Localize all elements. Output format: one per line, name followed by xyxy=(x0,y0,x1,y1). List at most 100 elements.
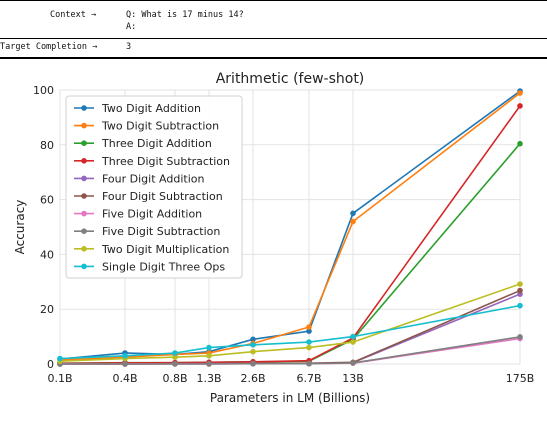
table-top-rule xyxy=(0,0,547,1)
legend-swatch-marker xyxy=(81,228,87,234)
series-single-digit-three-ops xyxy=(57,302,523,362)
y-tick-label: 40 xyxy=(40,248,54,261)
series-line xyxy=(60,336,521,365)
legend-swatch-marker xyxy=(81,210,87,217)
y-axis-label: Accuracy xyxy=(13,200,27,255)
y-tick-label: 0 xyxy=(47,358,54,371)
data-point xyxy=(517,90,523,96)
legend-label: Four Digit Subtraction xyxy=(102,190,223,203)
data-point xyxy=(250,360,256,367)
x-tick-label: 6.7B xyxy=(296,372,321,385)
data-point xyxy=(350,210,356,217)
y-tick-label: 80 xyxy=(40,139,54,152)
legend-swatch-marker xyxy=(81,122,87,129)
data-point xyxy=(122,361,128,367)
legend-label: Single Digit Three Ops xyxy=(102,260,225,273)
x-tick-label: 175B xyxy=(506,372,535,385)
x-tick-label: 2.6B xyxy=(240,372,265,385)
data-point xyxy=(350,218,356,225)
data-point xyxy=(517,302,523,309)
legend-label: Four Digit Addition xyxy=(102,172,204,185)
question-line: Q: What is 17 minus 14? xyxy=(126,10,244,20)
legend-entry: Two Digit Subtraction xyxy=(74,120,219,133)
target-value: 3 xyxy=(126,42,132,52)
data-point xyxy=(306,339,312,345)
data-point xyxy=(517,281,523,287)
legend-swatch-marker xyxy=(81,175,87,182)
series-line xyxy=(59,92,521,361)
legend-label: Two Digit Subtraction xyxy=(101,120,219,133)
series-two-digit-multiplication xyxy=(57,281,523,365)
x-axis-label: Parameters in LM (Billions) xyxy=(210,391,370,405)
legend-entry: Two Digit Addition xyxy=(74,102,201,115)
data-point xyxy=(350,360,356,366)
data-point xyxy=(517,334,523,340)
data-point xyxy=(517,140,523,147)
data-point xyxy=(206,352,212,359)
data-point xyxy=(306,344,312,351)
data-point xyxy=(250,342,256,348)
legend-swatch-marker xyxy=(81,105,87,111)
axis-layer: 0 20 40 60 80 100 0.1B 0.4B 0.8B 1.3B 2.6B 6.7B 13B 1… xyxy=(13,71,534,405)
legend-entry: Two Digit Multiplication xyxy=(74,243,229,256)
legend-label: Five Digit Subtraction xyxy=(102,225,220,238)
series-line xyxy=(59,105,521,365)
legend-entry: Three Digit Addition xyxy=(74,137,212,150)
data-point xyxy=(206,344,212,351)
data-point xyxy=(250,336,256,343)
legend-entry: Five Digit Subtraction xyxy=(74,225,220,238)
target-label: Target Completion → xyxy=(0,42,98,52)
data-point xyxy=(172,354,178,360)
data-point xyxy=(206,361,212,367)
legend-entry: Four Digit Addition xyxy=(74,172,204,185)
legend-swatch-marker xyxy=(81,263,87,270)
x-tick-label: 13B xyxy=(342,372,364,385)
chart-svg: 0 20 40 60 80 100 0.1B 0.4B 0.8B 1.3B 2.6B 6.7B 13B 1… xyxy=(13,71,534,405)
data-point xyxy=(306,328,312,334)
legend-entry: Four Digit Subtraction xyxy=(74,190,223,203)
legend-label: Two Digit Multiplication xyxy=(101,243,229,256)
legend-label: Two Digit Addition xyxy=(101,102,201,115)
y-tick-label: 100 xyxy=(33,84,54,97)
y-tick-label: 20 xyxy=(40,303,54,316)
legend-entry: Single Digit Three Ops xyxy=(74,260,225,273)
legend-swatch-marker xyxy=(81,140,87,146)
data-point xyxy=(350,333,356,340)
legend-swatch-marker xyxy=(81,246,87,252)
legend-label: Three Digit Subtraction xyxy=(101,155,230,168)
table-bottom-rule xyxy=(0,57,547,59)
example-table: Context → Q: What is 17 minus 14? A: Tar… xyxy=(0,0,547,59)
legend-label: Five Digit Addition xyxy=(102,208,202,221)
chart-title: Arithmetic (few-shot) xyxy=(216,71,365,87)
data-point xyxy=(57,355,63,362)
series-five-digit-subtraction xyxy=(57,334,523,367)
answer-line: A: xyxy=(126,22,137,32)
x-tick-label: 0.1B xyxy=(47,372,72,385)
data-point xyxy=(250,348,256,355)
legend-entry: Three Digit Subtraction xyxy=(74,155,230,168)
x-tick-label: 0.8B xyxy=(162,372,187,385)
data-point xyxy=(306,324,312,330)
legend-layer: Two Digit Addition Two Digit Subtraction T… xyxy=(65,95,243,279)
table-mid-rule xyxy=(0,38,547,39)
data-point xyxy=(122,352,128,359)
data-point xyxy=(172,350,178,356)
x-tick-label: 1.3B xyxy=(196,372,221,385)
y-tick-label: 60 xyxy=(40,194,54,207)
series-line xyxy=(59,283,521,363)
data-point xyxy=(172,361,178,367)
x-tick-label: 0.4B xyxy=(112,372,137,385)
series-line xyxy=(59,304,521,360)
data-point xyxy=(306,360,312,367)
arithmetic-chart: 0 20 40 60 80 100 0.1B 0.4B 0.8B 1.3B 2.6B 6.7B 13B 1… xyxy=(0,62,547,419)
legend-swatch-marker xyxy=(81,158,87,164)
series-layer xyxy=(57,88,523,367)
data-point xyxy=(350,339,356,345)
context-label: Context → xyxy=(50,10,97,20)
data-point xyxy=(517,103,523,109)
legend-swatch-marker xyxy=(81,193,87,199)
legend-entry: Five Digit Addition xyxy=(74,208,202,221)
data-point xyxy=(517,287,523,294)
legend-label: Three Digit Addition xyxy=(101,137,212,150)
legend-box xyxy=(65,95,243,279)
